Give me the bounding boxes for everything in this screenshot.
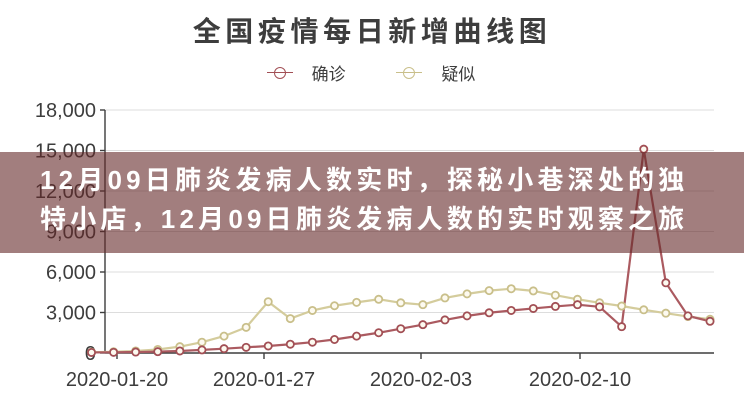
svg-text:6,000: 6,000 (46, 262, 96, 284)
svg-text:2020-01-27: 2020-01-27 (213, 369, 315, 391)
svg-text:3,000: 3,000 (46, 303, 96, 325)
svg-text:2020-02-10: 2020-02-10 (529, 369, 631, 391)
svg-text:2020-02-03: 2020-02-03 (370, 369, 472, 391)
svg-text:18,000: 18,000 (35, 100, 96, 122)
svg-text:2020-01-20: 2020-01-20 (66, 369, 168, 391)
